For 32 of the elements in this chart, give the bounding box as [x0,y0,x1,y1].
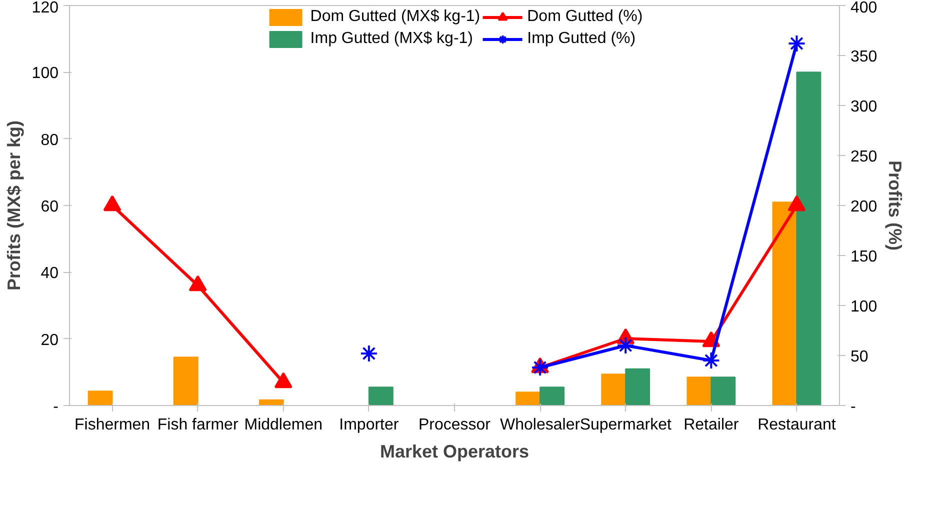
x-tick-label: Fishermen [74,416,150,434]
y2-tick-label: 350 [850,48,878,66]
y2-tick-label: 150 [850,248,878,266]
y-tick-label: 100 [32,65,59,82]
x-tick-label: Fish farmer [157,416,239,434]
y-tick-label: 60 [40,198,59,216]
y2-tick-label: 100 [850,298,878,316]
y2-tick-label: - [850,398,856,416]
x-tick-label: Retailer [684,416,740,434]
x-tick-label: Wholesaler [500,416,581,434]
legend-label: Dom Gutted (MX$ kg-1) [310,8,480,26]
y-tick-label: 20 [40,332,59,349]
y2-tick-label: 250 [850,148,878,166]
y2-tick-label: 50 [850,348,868,366]
y-tick-label: 40 [40,265,59,282]
x-axis-title: Market Operators [380,442,530,462]
y2-axis-title: Profits (%) [885,160,906,251]
x-tick-label: Processor [418,416,492,434]
x-tick-label: Supermarket [580,416,672,434]
y2-tick-label: 300 [850,98,878,116]
x-tick-label: Importer [339,416,400,434]
legend-label: Dom Gutted (%) [527,8,643,26]
x-tick-label: Restaurant [758,416,836,434]
legend-label: Imp Gutted (%) [527,30,636,48]
y2-tick-label: 400 [850,0,878,16]
y-axis-title: Profits (MX$ per kg) [4,120,24,291]
legend-label: Imp Gutted (MX$ kg-1) [310,30,474,48]
y-tick-label: 80 [40,132,59,149]
y-tick-label: - [53,398,58,416]
x-tick-label: Middlemen [244,416,323,434]
y2-tick-label: 200 [850,198,878,216]
y-tick-label: 120 [32,0,59,16]
